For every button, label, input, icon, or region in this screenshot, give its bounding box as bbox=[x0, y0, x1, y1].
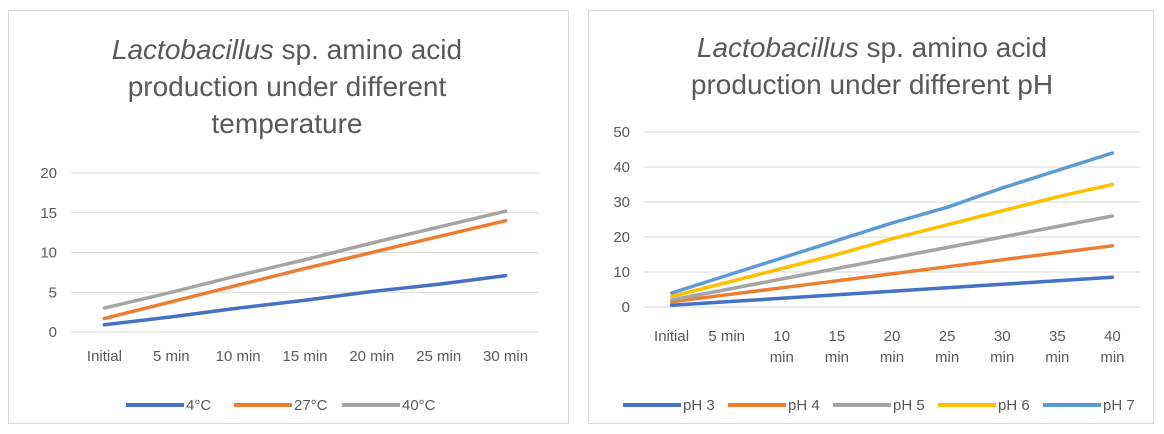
y-tick-label: 10 bbox=[613, 264, 630, 281]
y-tick-label: 50 bbox=[613, 124, 630, 141]
legend-label: 4°C bbox=[186, 397, 211, 414]
y-tick-label: 30 bbox=[613, 194, 630, 211]
x-tick-label: min bbox=[1100, 349, 1124, 366]
x-tick-label: 30 bbox=[994, 328, 1011, 345]
ph-chart-panel: Lactobacillus sp. amino acid production u… bbox=[588, 10, 1154, 424]
series-line-ph-3 bbox=[669, 275, 1115, 308]
y-tick-label: 0 bbox=[622, 299, 630, 316]
y-tick-label: 20 bbox=[613, 229, 630, 246]
x-tick-label: 20 min bbox=[349, 348, 394, 365]
series-line-4-c bbox=[102, 273, 508, 327]
chart-title-text: temperature bbox=[212, 108, 363, 139]
series-line-27-c bbox=[102, 218, 508, 321]
chart-title: Lactobacillus sp. amino acid production u… bbox=[112, 34, 462, 139]
x-tick-label: 40 bbox=[1104, 328, 1121, 345]
chart-title-italic: Lactobacillus bbox=[697, 32, 859, 63]
chart-title-line: Lactobacillus sp. amino acid bbox=[112, 34, 462, 65]
chart-title-text: sp. amino acid bbox=[274, 34, 462, 65]
legend-label: 27°C bbox=[294, 397, 328, 414]
x-tick-label: 10 min bbox=[216, 348, 261, 365]
x-tick-label: min bbox=[935, 349, 959, 366]
y-tick-label: 5 bbox=[49, 284, 57, 301]
chart-title: Lactobacillus sp. amino acid production u… bbox=[691, 32, 1053, 100]
series-line-ph-5 bbox=[669, 214, 1115, 302]
x-tick-label: Initial bbox=[654, 328, 689, 345]
legend-label: pH 4 bbox=[788, 397, 820, 414]
x-tick-label: 25 bbox=[939, 328, 956, 345]
y-tick-label: 20 bbox=[40, 165, 57, 182]
legend-label: pH 3 bbox=[683, 397, 715, 414]
x-tick-label: 15 bbox=[829, 328, 846, 345]
series-line-ph-6 bbox=[669, 182, 1115, 299]
chart-title-text: sp. amino acid bbox=[859, 32, 1047, 63]
legend-label: pH 6 bbox=[998, 397, 1030, 414]
x-tick-label: min bbox=[880, 349, 904, 366]
chart-title-line: temperature bbox=[212, 108, 363, 139]
legend-label: pH 5 bbox=[893, 397, 925, 414]
chart-title-text: production under different pH bbox=[691, 69, 1053, 100]
chart-title-line: Lactobacillus sp. amino acid bbox=[697, 32, 1047, 63]
x-tick-label: min bbox=[990, 349, 1014, 366]
x-tick-label: 35 bbox=[1049, 328, 1066, 345]
x-tick-label: min bbox=[825, 349, 849, 366]
legend-label: pH 7 bbox=[1103, 397, 1135, 414]
chart-title-line: production under different bbox=[128, 71, 447, 102]
series-line-40-c bbox=[102, 209, 508, 310]
ph-chart: Lactobacillus sp. amino acid production u… bbox=[613, 32, 1140, 414]
x-tick-label: min bbox=[1045, 349, 1069, 366]
y-tick-label: 10 bbox=[40, 245, 57, 262]
legend-label: 40°C bbox=[402, 397, 436, 414]
temperature-chart-panel: Lactobacillus sp. amino acid production u… bbox=[8, 10, 569, 424]
x-tick-label: Initial bbox=[87, 348, 122, 365]
series-line-ph-7 bbox=[669, 151, 1115, 295]
y-tick-label: 0 bbox=[49, 324, 57, 341]
y-tick-label: 15 bbox=[40, 205, 57, 222]
y-tick-label: 40 bbox=[613, 159, 630, 176]
chart-title-text: production under different bbox=[128, 71, 447, 102]
x-tick-label: 25 min bbox=[416, 348, 461, 365]
x-tick-label: 5 min bbox=[708, 328, 745, 345]
x-tick-label: 20 bbox=[884, 328, 901, 345]
x-tick-label: 15 min bbox=[282, 348, 327, 365]
x-tick-label: 30 min bbox=[483, 348, 528, 365]
temperature-chart: Lactobacillus sp. amino acid production u… bbox=[40, 34, 539, 414]
chart-title-line: production under different pH bbox=[691, 69, 1053, 100]
x-tick-label: 10 bbox=[773, 328, 790, 345]
x-tick-label: min bbox=[770, 349, 794, 366]
series-line-ph-4 bbox=[669, 244, 1115, 304]
chart-title-italic: Lactobacillus bbox=[112, 34, 274, 65]
x-tick-label: 5 min bbox=[153, 348, 190, 365]
